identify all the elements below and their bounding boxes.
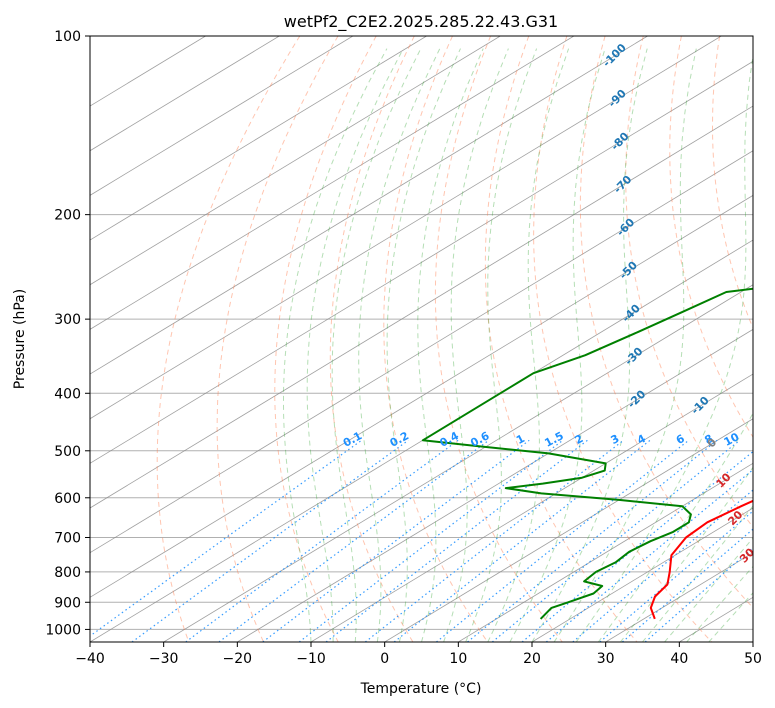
dry-adiabat — [274, 36, 377, 642]
moist-adiabat — [443, 48, 509, 642]
x-tick-label: 10 — [449, 651, 467, 667]
x-tick-label: 0 — [380, 651, 389, 667]
x-tick-label: 20 — [523, 651, 541, 667]
isotherm-line — [163, 284, 753, 642]
isotherm-line — [384, 418, 753, 642]
x-tick-label: −40 — [75, 651, 105, 667]
mixing-ratio-line — [572, 489, 753, 642]
isotherm-line — [458, 462, 753, 642]
isotherm-line — [90, 150, 753, 554]
mixing-ratio-line — [185, 439, 459, 642]
y-tick-label: 800 — [54, 565, 81, 581]
chart-title: wetPf2_C2E2.2025.285.22.43.G31 — [284, 12, 558, 32]
dewpoint-profile — [421, 287, 753, 620]
mixing-ratio-line — [393, 439, 651, 642]
moist-adiabat — [306, 48, 404, 642]
moist-adiabat — [386, 48, 461, 642]
isotherm-line — [90, 36, 648, 375]
moist-adiabat — [487, 48, 570, 642]
mixing-ratio-line — [262, 439, 530, 642]
isotherm-line — [90, 60, 753, 464]
isotherm-line — [90, 36, 280, 152]
mixing-ratio-line — [364, 439, 624, 642]
moist-adiabat — [531, 48, 648, 642]
dry-adiabat — [533, 36, 713, 642]
y-axis: 100 200 300 400 500 600 700 800 900 1000 — [45, 29, 90, 638]
x-tick-label: 50 — [744, 651, 762, 667]
isotherm-line — [90, 36, 354, 196]
y-tick-label: 600 — [54, 491, 81, 507]
y-tick-label: 400 — [54, 386, 81, 402]
x-tick-label: 40 — [670, 651, 688, 667]
x-tick-label: 30 — [597, 651, 615, 667]
moist-adiabat — [465, 48, 538, 642]
x-axis-label: Temperature (°C) — [360, 681, 482, 697]
x-axis: −40 −30 −20 −10 0 10 20 30 40 50 — [75, 642, 762, 667]
moist-adiabat — [686, 565, 753, 642]
isotherm-line — [90, 36, 575, 330]
mixing-ratio-line — [545, 468, 753, 642]
y-tick-label: 200 — [54, 208, 81, 224]
mixing-ratio-line — [218, 439, 490, 642]
temperature-profile — [649, 499, 753, 620]
x-tick-label: −10 — [296, 651, 326, 667]
isotherm-line — [90, 239, 753, 642]
dry-adiabat — [669, 36, 753, 439]
isotherm-line — [531, 507, 753, 642]
mixing-ratio-line — [131, 439, 409, 642]
moist-adiabat — [664, 537, 753, 642]
moist-adiabat — [708, 592, 753, 642]
x-tick-label: −30 — [149, 651, 179, 667]
moist-adiabat — [331, 48, 422, 642]
dry-adiabat — [625, 36, 753, 528]
isotherm-line — [90, 36, 501, 286]
moist-adiabat — [283, 48, 388, 642]
dry-adiabat — [434, 36, 563, 642]
dry-adiabat — [711, 36, 753, 330]
moist-adiabat — [553, 48, 697, 642]
moist-adiabat — [620, 466, 753, 642]
isotherm-line — [90, 105, 753, 509]
mixing-ratio-line — [436, 439, 690, 642]
plot-frame — [89, 35, 754, 643]
moist-adiabat — [642, 505, 753, 642]
moist-adiabat — [358, 48, 441, 642]
isotherm-line — [90, 36, 722, 420]
dry-adiabat — [579, 36, 753, 609]
mixing-ratio-line — [622, 528, 753, 642]
isotherm-line — [90, 36, 427, 241]
x-tick-label: −20 — [223, 651, 253, 667]
mixing-ratio-line — [644, 547, 753, 642]
moist-adiabat — [509, 48, 606, 642]
y-tick-label: 700 — [54, 531, 81, 547]
isotherm-line — [310, 373, 753, 642]
moist-adiabat — [417, 48, 484, 642]
y-tick-label: 900 — [54, 595, 81, 611]
dry-adiabat — [156, 36, 301, 642]
dry-adiabat — [216, 36, 339, 642]
dry-adiabat — [329, 36, 415, 642]
y-axis-label: Pressure (hPa) — [12, 289, 28, 389]
isotherm-line — [237, 328, 753, 642]
mixing-ratio-line — [599, 510, 753, 642]
plot-area — [90, 36, 753, 642]
mixing-ratio-line — [521, 450, 753, 642]
y-tick-label: 300 — [54, 312, 81, 328]
dry-adiabat — [484, 36, 638, 642]
mixing-ratio-line — [90, 439, 362, 637]
dry-adiabat — [383, 36, 489, 642]
isotherm-line — [90, 194, 753, 598]
y-tick-label: 1000 — [45, 622, 81, 638]
y-tick-label: 500 — [54, 444, 81, 460]
y-tick-label: 100 — [54, 29, 81, 45]
moist-adiabat — [575, 52, 753, 642]
mixing-ratio-label: 10 — [722, 430, 742, 449]
